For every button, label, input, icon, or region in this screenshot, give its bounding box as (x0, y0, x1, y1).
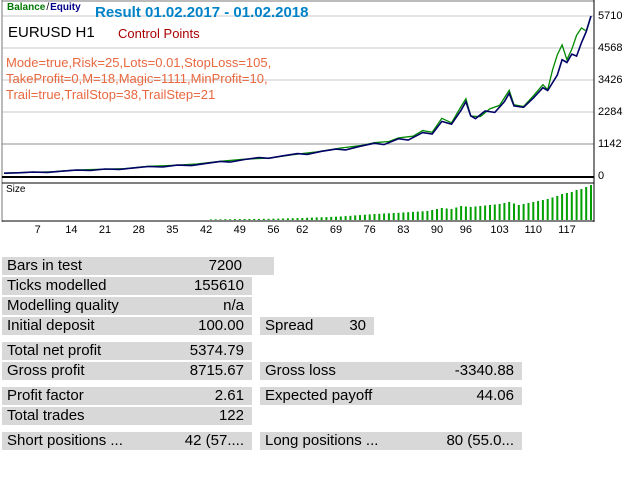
stat-label: Initial deposit (7, 317, 95, 334)
x-axis-label: 28 (132, 224, 145, 236)
report-cell: Total trades 122 (2, 407, 252, 425)
symbol-timeframe-label: EURUSD H1 (8, 24, 95, 41)
stat-value: 122 (218, 407, 244, 424)
tester-graph-area: Balance/Equity Result 01.02.2017 - 01.02… (0, 0, 638, 238)
stat-label: Gross profit (7, 362, 85, 379)
stat-value: 44.06 (476, 387, 514, 404)
report-cell: Modelling quality n/a (2, 297, 252, 315)
report-cell: Expected payoff 44.06 (260, 387, 522, 405)
legend-equity-label: Equity (50, 2, 81, 13)
report-row-bars-in-test: Bars in test 7200 (2, 257, 638, 275)
result-title: Result 01.02.2017 - 01.02.2018 (95, 4, 309, 21)
legend-separator: / (46, 2, 50, 13)
x-axis-label: 42 (199, 224, 213, 236)
stat-label: Short positions ... (7, 432, 123, 449)
ea-parameters-line: Trail=true,TrailStop=38,TrailStep=21 (6, 87, 216, 102)
stat-value: -3340.88 (454, 362, 514, 379)
ea-parameters: Mode=true,Risk=25,Lots=0.01,StopLoss=105… (6, 55, 271, 103)
x-axis-label: 83 (397, 224, 410, 236)
model-label: Control Points (118, 26, 200, 41)
x-axis-label: 56 (267, 224, 280, 236)
report-row-gross-profit: Gross profit 8715.67 Gross loss -3340.88 (2, 362, 638, 380)
stat-label: Expected payoff (265, 387, 373, 404)
stat-value: 30 (349, 317, 366, 334)
x-axis-label: 110 (524, 224, 543, 236)
stat-label: Bars in test (7, 257, 83, 274)
stat-value: 7200 (208, 257, 242, 274)
x-axis-label: 35 (166, 224, 179, 236)
report-cell: Total net profit 5374.79 (2, 342, 252, 360)
legend-balance-label: Balance (7, 2, 46, 13)
x-axis-label: 69 (329, 224, 343, 236)
y-axis: 0 1142 2284 3426 4568 5710 (598, 0, 638, 238)
y-axis-label: 1142 (598, 138, 622, 150)
y-axis-label: 4568 (598, 42, 623, 54)
balance-line (3, 15, 592, 174)
report-cell: Ticks modelled 155610 (2, 277, 252, 295)
report-cell: Gross profit 8715.67 (2, 362, 252, 380)
report-row-profit-factor: Profit factor 2.61 Expected payoff 44.06 (2, 387, 638, 405)
stat-label: Modelling quality (7, 297, 119, 314)
stat-value: 100.00 (198, 317, 244, 334)
x-axis-label: 7 (34, 224, 41, 236)
report-cell: Gross loss -3340.88 (260, 362, 522, 380)
report-row-short-positions: Short positions ... 42 (57.... Long posi… (2, 432, 638, 450)
x-axis-label: 62 (296, 224, 309, 236)
x-axis-label: 96 (459, 224, 473, 236)
ea-parameters-line: Mode=true,Risk=25,Lots=0.01,StopLoss=105… (6, 55, 272, 70)
stat-value: 155610 (193, 277, 244, 294)
report-row-ticks-modelled: Ticks modelled 155610 (2, 277, 638, 295)
x-axis-label: 90 (430, 224, 444, 236)
size-panel-label: Size (6, 184, 26, 195)
size-bars (209, 185, 592, 221)
report-row-total-net-profit: Total net profit 5374.79 (2, 342, 638, 360)
x-axis: 7 14 21 28 35 42 49 56 62 69 76 83 90 96 103 110 117 (0, 224, 594, 237)
report-cell: Spread 30 (260, 317, 374, 335)
report-row-modelling-quality: Modelling quality n/a (2, 297, 638, 315)
chart-legend: Balance/Equity (7, 2, 81, 13)
report-cell: Long positions ... 80 (55.0... (260, 432, 522, 450)
stat-label: Gross loss (265, 362, 336, 379)
stat-value: 5374.79 (189, 342, 244, 359)
x-axis-label: 103 (490, 224, 509, 236)
x-axis-label: 76 (363, 224, 376, 236)
report-cell: Profit factor 2.61 (2, 387, 252, 405)
stat-value: 42 (57.... (184, 432, 244, 449)
stat-value: n/a (223, 297, 244, 314)
stat-label: Profit factor (7, 387, 84, 404)
y-axis-label: 3426 (598, 74, 623, 86)
report-table: Bars in test 7200 Ticks modelled 155610 … (2, 257, 638, 452)
stat-label: Spread (265, 317, 314, 334)
stat-label: Total net profit (7, 342, 102, 359)
x-axis-label: 117 (558, 224, 576, 236)
report-row-total-trades: Total trades 122 (2, 407, 638, 425)
x-axis-label: 49 (233, 224, 246, 236)
stat-value: 80 (55.0... (446, 432, 514, 449)
x-axis-label: 14 (65, 224, 78, 236)
stat-label: Long positions ... (265, 432, 379, 449)
y-axis-label: 2284 (598, 106, 623, 118)
tester-graph-canvas (1, 0, 595, 222)
report-cell: Bars in test 7200 (2, 257, 274, 275)
report-row-initial-deposit: Initial deposit 100.00 Spread 30 (2, 317, 638, 335)
report-cell: Initial deposit 100.00 (2, 317, 252, 335)
stat-label: Total trades (7, 407, 85, 424)
y-axis-label: 5710 (598, 10, 623, 22)
stat-value: 2.61 (214, 387, 244, 404)
ea-parameters-line: TakeProfit=0,M=18,Magic=1111,MinProfit=1… (6, 71, 268, 86)
stat-label: Ticks modelled (7, 277, 107, 294)
stat-value: 8715.67 (189, 362, 244, 379)
x-axis-label: 21 (98, 224, 112, 236)
y-axis-label: 0 (598, 170, 605, 182)
report-cell: Short positions ... 42 (57.... (2, 432, 252, 450)
